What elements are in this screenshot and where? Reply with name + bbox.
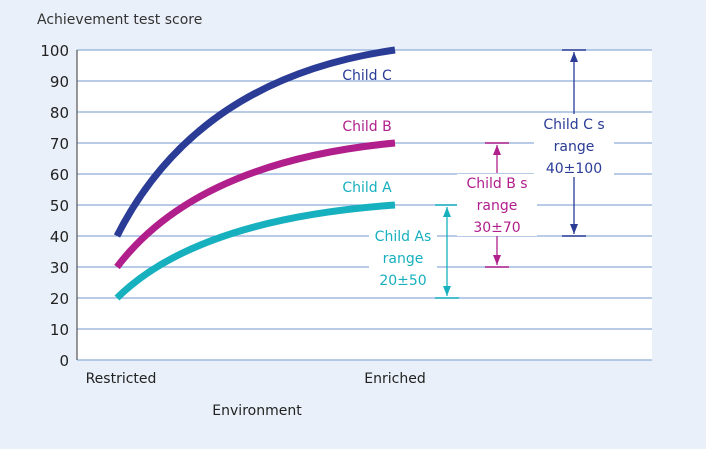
y-tick-label: 80 <box>50 104 69 122</box>
y-tick-label: 10 <box>50 321 69 339</box>
range-label: 20±50 <box>379 273 426 289</box>
range-label: range <box>554 139 595 155</box>
series-line-child-c <box>113 46 396 238</box>
arrow-head-down-icon <box>570 224 578 234</box>
range-label: 40±100 <box>546 161 602 177</box>
range-label: Child B s <box>466 176 527 192</box>
range-label: 30±70 <box>473 220 520 236</box>
y-tick-label: 0 <box>59 352 69 370</box>
series-line-child-b <box>114 139 396 270</box>
x-tick-label: Enriched <box>364 371 425 387</box>
arrow-head-down-icon <box>443 286 451 296</box>
y-tick-label: 30 <box>50 259 69 277</box>
arrow-head-up-icon <box>493 145 501 155</box>
arrow-head-up-icon <box>570 52 578 62</box>
y-tick-label: 40 <box>50 228 69 246</box>
label-bg <box>369 227 437 289</box>
y-tick-label: 70 <box>50 135 69 153</box>
y-axis-label: Achievement test score <box>37 12 202 28</box>
range-label: Child As <box>375 229 432 245</box>
x-axis-label: Environment <box>212 403 302 419</box>
series-label: Child B <box>342 119 391 135</box>
arrow-head-up-icon <box>443 207 451 217</box>
y-tick-label: 50 <box>50 197 69 215</box>
y-tick-label: 20 <box>50 290 69 308</box>
arrow-head-down-icon <box>493 255 501 265</box>
range-label: range <box>477 198 518 214</box>
label-bg <box>457 174 537 236</box>
y-tick-label: 90 <box>50 73 69 91</box>
range-label: Child C s <box>543 117 604 133</box>
series-label: Child A <box>342 180 392 196</box>
range-label: range <box>383 251 424 267</box>
y-tick-label: 60 <box>50 166 69 184</box>
x-tick-label: Restricted <box>86 371 157 387</box>
label-bg <box>534 115 614 177</box>
series-label: Child C <box>342 68 392 84</box>
series-line-child-a <box>114 201 396 301</box>
y-tick-label: 100 <box>40 42 69 60</box>
